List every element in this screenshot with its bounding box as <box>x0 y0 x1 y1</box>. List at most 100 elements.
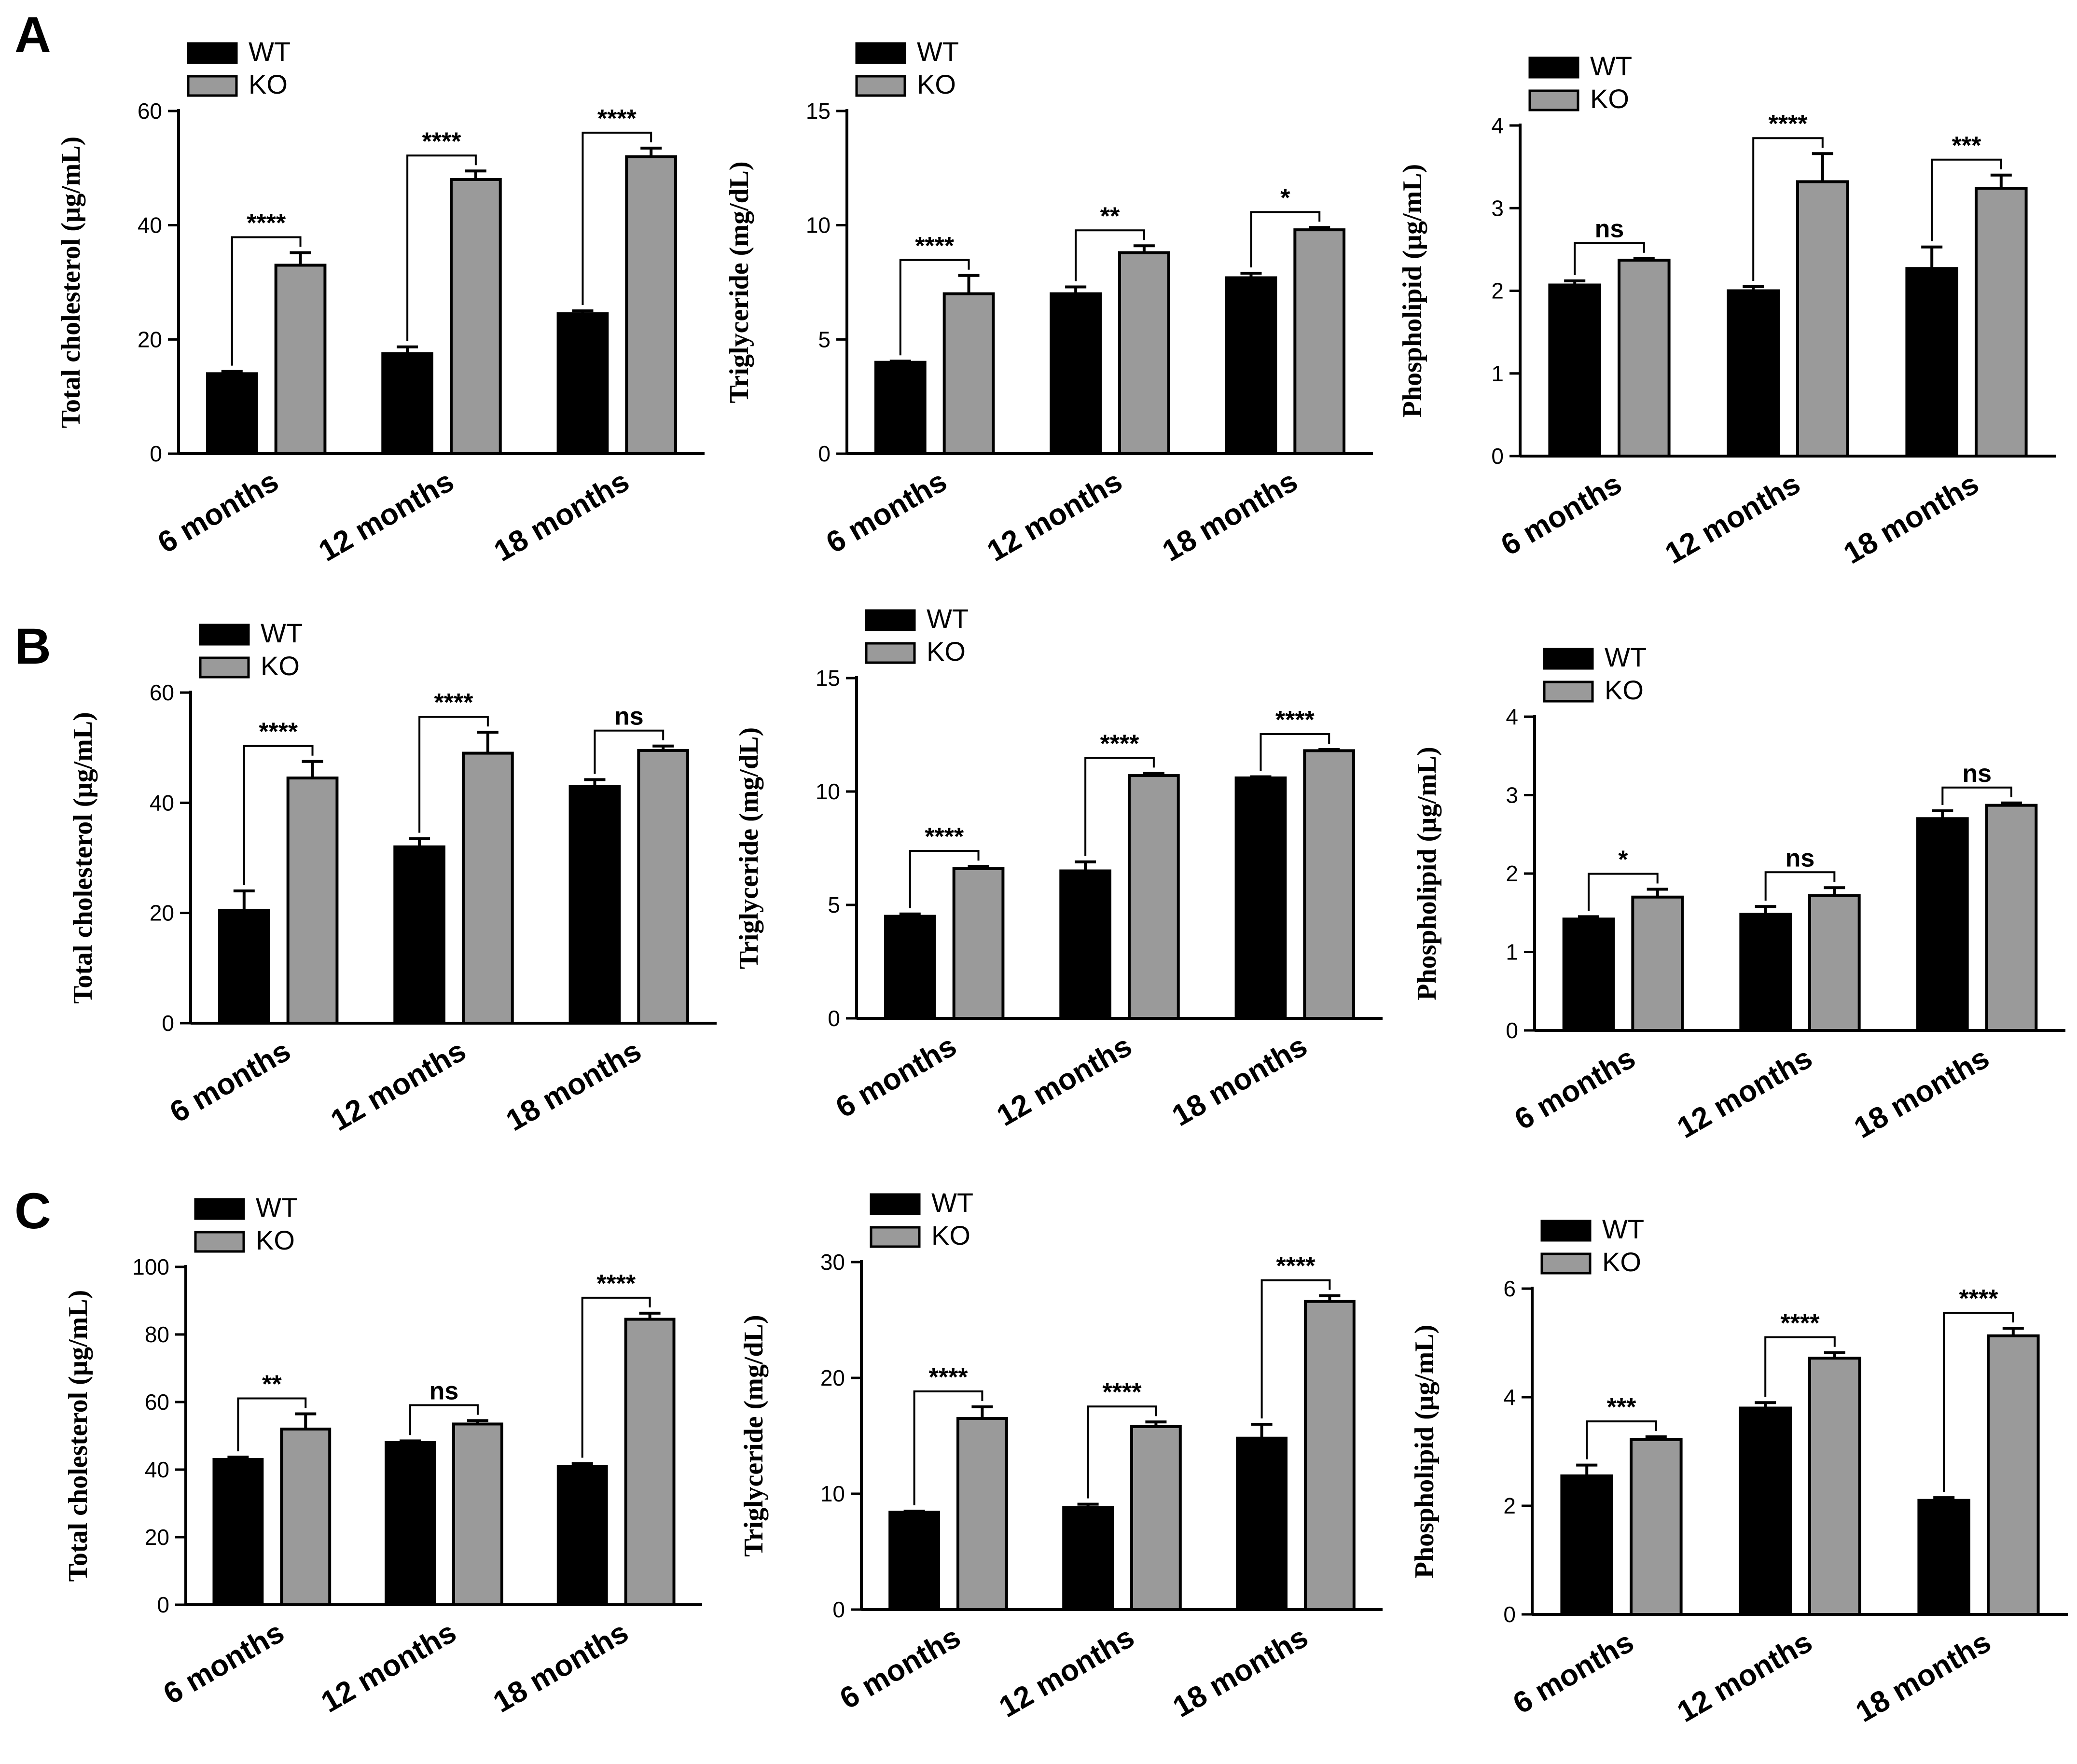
x-tick-label: 18 months <box>488 1615 634 1719</box>
y-tick-label: 0 <box>818 441 831 466</box>
bar-wt <box>1739 913 1792 1032</box>
y-tick-label: 60 <box>150 680 174 705</box>
x-tick-label: 12 months <box>1672 1041 1818 1145</box>
legend-label-wt: WT <box>256 1192 298 1222</box>
bar-ko <box>462 751 514 1025</box>
y-tick-label: 3 <box>1506 783 1518 808</box>
y-axis-title: Total cholesterol (µg/mL) <box>63 1290 93 1582</box>
bar-wt <box>1562 917 1615 1032</box>
y-tick-label: 0 <box>828 1006 840 1031</box>
y-tick-label: 0 <box>1491 444 1504 469</box>
significance-label: **** <box>1103 1378 1142 1406</box>
legend-swatch-ko <box>855 75 906 97</box>
legend-label-ko: KO <box>256 1225 295 1255</box>
y-tick-label: 40 <box>145 1457 169 1482</box>
bar-ko <box>280 1428 332 1606</box>
significance-label: **** <box>1100 730 1140 758</box>
bar-wt <box>1062 1506 1114 1611</box>
bar-ko <box>1987 1334 2040 1616</box>
legend-swatch-wt <box>194 1198 245 1220</box>
bar-wt <box>385 1441 436 1606</box>
significance-label: ns <box>429 1377 459 1405</box>
significance-bracket <box>231 236 302 366</box>
y-tick-label: 40 <box>138 213 162 238</box>
significance-label: **** <box>434 689 474 717</box>
x-tick-label: 18 months <box>1167 1620 1314 1724</box>
x-tick-label: 12 months <box>991 1029 1137 1133</box>
legend-swatch-wt <box>1540 1220 1592 1242</box>
y-tick-label: 15 <box>806 98 831 124</box>
legend-label-ko: KO <box>931 1220 970 1250</box>
bar-wt <box>218 908 270 1025</box>
bar-ko <box>1128 774 1180 1020</box>
legend-label-wt: WT <box>249 36 291 67</box>
legend-label-wt: WT <box>261 618 303 648</box>
bar-ko <box>274 264 327 455</box>
bar-wt <box>393 845 445 1025</box>
bar-wt <box>556 1465 608 1606</box>
x-tick-label: 18 months <box>488 464 635 568</box>
y-tick-label: 2 <box>1503 1493 1516 1518</box>
panel-label-b: B <box>14 618 51 675</box>
legend-label-wt: WT <box>1590 51 1632 81</box>
x-tick-label: 12 months <box>1672 1625 1818 1729</box>
significance-bracket <box>909 850 980 908</box>
y-tick-label: 5 <box>828 892 840 917</box>
significance-bracket <box>409 1404 479 1435</box>
y-axis-title: Phospholipid (µg/mL) <box>1410 1325 1440 1579</box>
bar-wt <box>1916 817 1969 1032</box>
x-tick-label: 6 months <box>158 1615 290 1711</box>
significance-bracket <box>1260 1279 1331 1418</box>
y-tick-label: 20 <box>820 1365 845 1390</box>
significance-bracket <box>1764 1336 1836 1397</box>
bar-wt <box>1917 1499 1970 1616</box>
significance-label: **** <box>597 105 637 133</box>
panel-label-c: C <box>14 1183 51 1239</box>
y-tick-label: 0 <box>1506 1018 1518 1043</box>
bar-ko <box>1808 1357 1861 1616</box>
bar-ko <box>452 1422 503 1606</box>
x-tick-label: 18 months <box>1850 1625 1996 1729</box>
significance-label: **** <box>422 127 462 155</box>
significance-bracket <box>582 131 652 306</box>
significance-label: **** <box>247 209 286 237</box>
bar-ko <box>286 776 339 1025</box>
x-tick-label: 6 months <box>820 464 952 560</box>
significance-label: **** <box>915 232 955 260</box>
bar-ko <box>1985 804 2038 1032</box>
legend-label-wt: WT <box>931 1187 973 1218</box>
x-tick-label: 12 months <box>313 464 459 568</box>
significance-bracket <box>243 745 314 885</box>
significance-label: **** <box>259 718 298 746</box>
significance-label: ns <box>1786 844 1815 872</box>
x-tick-label: 6 months <box>164 1034 296 1129</box>
bar-ko <box>1304 1300 1356 1611</box>
significance-bracket <box>1574 242 1645 275</box>
significance-bracket <box>1260 733 1330 771</box>
legend-label-ko: KO <box>1590 83 1629 114</box>
legend-swatch-ko <box>194 1231 245 1253</box>
significance-label: **** <box>1781 1309 1820 1337</box>
significance-label: *** <box>1952 132 1981 160</box>
x-tick-label: 12 months <box>316 1615 462 1719</box>
significance-label: **** <box>925 823 964 851</box>
legend-label-wt: WT <box>917 36 959 67</box>
bar-ko <box>1618 259 1671 458</box>
bar-wt <box>381 352 433 456</box>
y-tick-label: 2 <box>1491 278 1504 304</box>
legend-swatch-wt <box>187 42 238 64</box>
y-tick-label: 0 <box>162 1011 174 1036</box>
bar-wt <box>1059 869 1111 1020</box>
y-tick-label: 30 <box>820 1250 845 1275</box>
y-axis-title: Triglyceride (mg/dL) <box>739 1315 769 1556</box>
bar-wt <box>1905 267 1958 458</box>
y-tick-label: 0 <box>157 1592 169 1617</box>
legend-label-ko: KO <box>1602 1247 1641 1277</box>
legend-label-wt: WT <box>927 603 969 634</box>
y-tick-label: 20 <box>145 1525 169 1550</box>
y-axis-title: Phospholipid (µg/mL) <box>1398 164 1427 418</box>
